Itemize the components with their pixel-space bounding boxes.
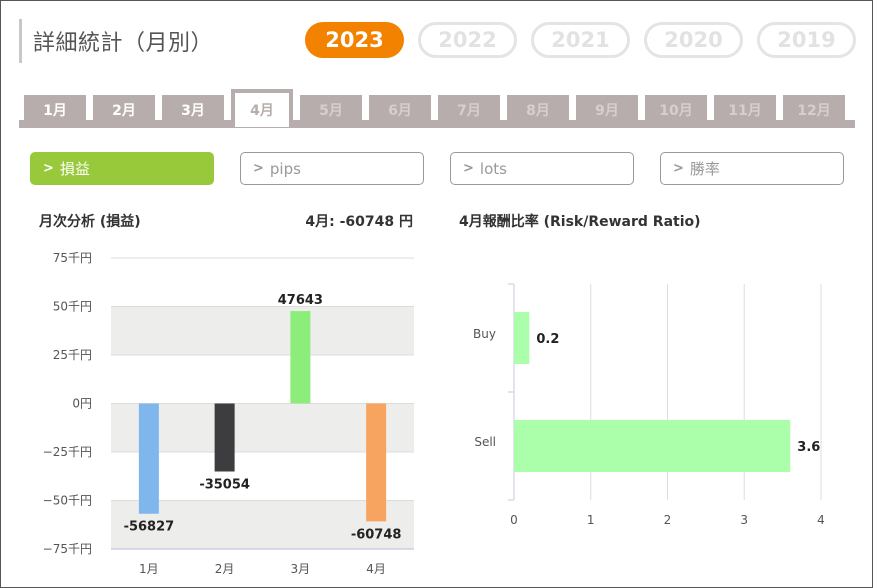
x-tick-label: 1月 — [139, 562, 159, 576]
y-tick-label: Buy — [473, 327, 496, 341]
tab-month-9[interactable]: 9月 — [576, 95, 638, 125]
grid-band — [111, 403, 414, 452]
y-tick-label: −25千円 — [43, 445, 92, 459]
data-label: -35054 — [199, 478, 250, 493]
tab-month-3[interactable]: 3月 — [162, 95, 224, 125]
bar-2月 — [214, 403, 235, 472]
tab-month-1[interactable]: 1月 — [24, 95, 86, 125]
tab-month-10[interactable]: 10月 — [645, 95, 707, 125]
filter-button-2[interactable]: > pips — [240, 152, 424, 185]
chevron-right-icon: > — [253, 161, 264, 176]
year-button-2019[interactable]: 2019 — [757, 22, 856, 58]
grid-band — [111, 306, 414, 355]
bar-3月 — [290, 311, 311, 404]
year-button-2022[interactable]: 2022 — [418, 22, 517, 58]
y-tick-label: 0円 — [72, 397, 92, 411]
data-label: 47643 — [278, 293, 323, 308]
filter-label: 勝率 — [689, 160, 720, 178]
month-tabs-baseline — [19, 120, 855, 128]
tab-month-7[interactable]: 7月 — [438, 95, 500, 125]
data-label: 0.2 — [536, 332, 559, 347]
monthly-chart-summary: 4月: -60748 円 — [305, 214, 413, 230]
chevron-right-icon: > — [463, 161, 474, 176]
filter-label: 損益 — [59, 160, 90, 178]
rr-chart-title: 4月報酬比率 (Risk/Reward Ratio) — [459, 214, 701, 230]
y-tick-label: 25千円 — [53, 348, 92, 362]
title-bar: 詳細統計（月別） — [19, 19, 213, 63]
y-tick-label: 50千円 — [53, 300, 92, 314]
filter-button-4[interactable]: > 勝率 — [660, 152, 844, 185]
tab-month-4[interactable]: 4月 — [231, 89, 293, 127]
data-label: 3.6 — [797, 440, 820, 455]
y-tick-label: Sell — [474, 435, 496, 449]
filter-label: lots — [479, 159, 507, 178]
tab-month-5[interactable]: 5月 — [300, 95, 362, 125]
grid-band — [111, 500, 414, 549]
year-button-2023[interactable]: 2023 — [305, 22, 404, 58]
x-tick-label: 4月 — [366, 562, 386, 576]
filter-button-1[interactable]: > 損益 — [30, 152, 214, 185]
monthly-pnl-chart: 75千円 50千円 25千円 0円 −25千円 −50千円 −75千円 -56827 1月 -35… — [43, 251, 414, 576]
bar-1月 — [138, 403, 159, 514]
x-tick-label: 2月 — [215, 562, 235, 576]
year-button-2021[interactable]: 2021 — [531, 22, 630, 58]
x-tick-label: 1 — [587, 513, 595, 527]
chevron-right-icon: > — [673, 161, 684, 176]
filter-label: pips — [269, 159, 301, 178]
y-tick-label: −50千円 — [43, 494, 92, 508]
tab-month-2[interactable]: 2月 — [93, 95, 155, 125]
tab-month-8[interactable]: 8月 — [507, 95, 569, 125]
year-button-2020[interactable]: 2020 — [644, 22, 743, 58]
month-tabs: 1月 2月 3月 4月 5月 6月 7月 8月 9月 10月 11月 12月 — [24, 89, 845, 127]
bar-Sell — [514, 420, 791, 472]
metric-filters: > 損益 > pips > lots > 勝率 — [30, 152, 844, 185]
data-label: -56827 — [124, 520, 175, 535]
page-title: 詳細統計（月別） — [33, 31, 214, 56]
bar-4月 — [366, 403, 387, 522]
y-tick-label: −75千円 — [43, 542, 92, 556]
tab-month-12[interactable]: 12月 — [783, 95, 845, 125]
chevron-right-icon: > — [43, 161, 54, 176]
bar-Buy — [514, 312, 530, 364]
risk-reward-chart: 0 1 2 3 4 0.2 Buy 3.6 Sell — [473, 283, 825, 527]
x-tick-label: 3 — [740, 513, 748, 527]
year-selector: 2023 2022 2021 2020 2019 — [305, 22, 856, 58]
x-tick-label: 0 — [510, 513, 518, 527]
tab-month-11[interactable]: 11月 — [714, 95, 776, 125]
x-tick-label: 4 — [817, 513, 825, 527]
data-label: -60748 — [351, 527, 402, 542]
filter-button-3[interactable]: > lots — [450, 152, 634, 185]
monthly-chart-title: 月次分析 (損益) — [39, 214, 141, 230]
tab-month-6[interactable]: 6月 — [369, 95, 431, 125]
x-tick-label: 3月 — [291, 562, 311, 576]
x-tick-label: 2 — [664, 513, 672, 527]
y-tick-label: 75千円 — [53, 251, 92, 265]
